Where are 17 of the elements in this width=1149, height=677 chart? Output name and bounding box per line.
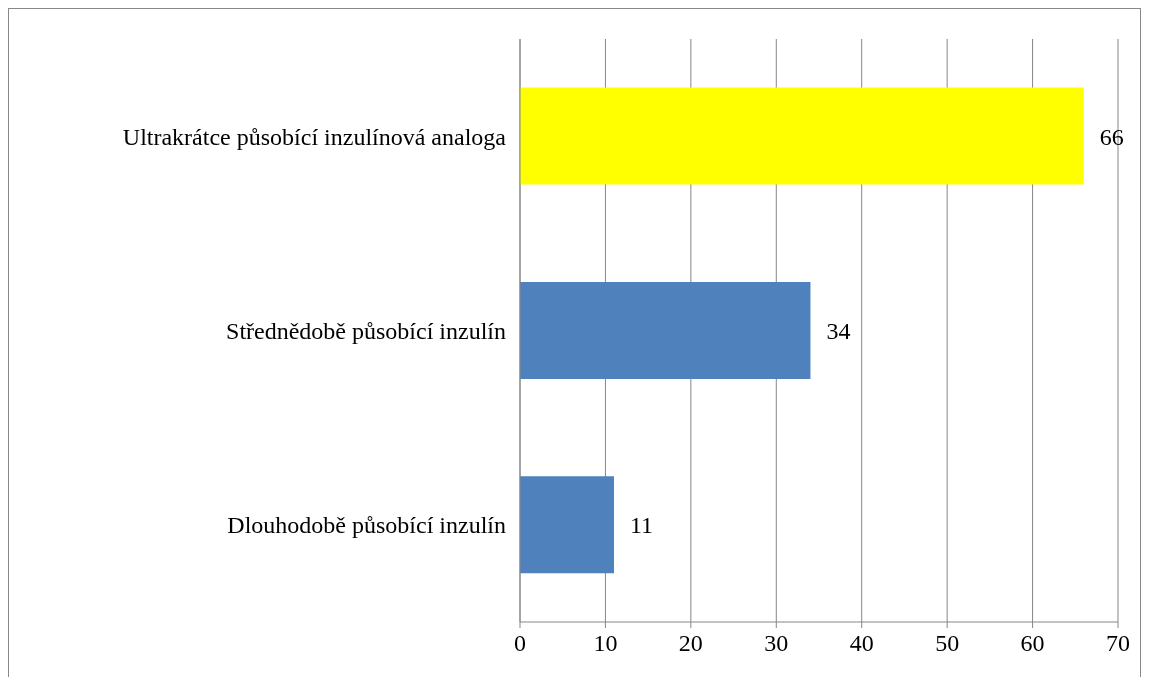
y-tick-label: Střednědobě působící inzulín (226, 318, 506, 345)
bar (520, 476, 614, 574)
bar (520, 281, 811, 379)
data-label: 11 (629, 512, 654, 539)
y-tick-label: Ultrakrátce působící inzulínová analoga (122, 123, 507, 150)
x-tick-label: 70 (1106, 630, 1130, 657)
x-tick-label: 30 (764, 630, 789, 657)
data-label: 34 (826, 317, 851, 344)
x-tick-label: 0 (514, 630, 526, 657)
data-label: 66 (1099, 123, 1124, 150)
y-tick-label: Dlouhodobě působící inzulín (227, 512, 506, 539)
x-tick-label: 50 (935, 630, 960, 657)
bar (520, 87, 1084, 185)
x-tick-label: 40 (849, 630, 874, 657)
x-tick-label: 10 (593, 630, 618, 657)
x-tick-label: 20 (678, 630, 703, 657)
x-tick-label: 60 (1020, 630, 1045, 657)
